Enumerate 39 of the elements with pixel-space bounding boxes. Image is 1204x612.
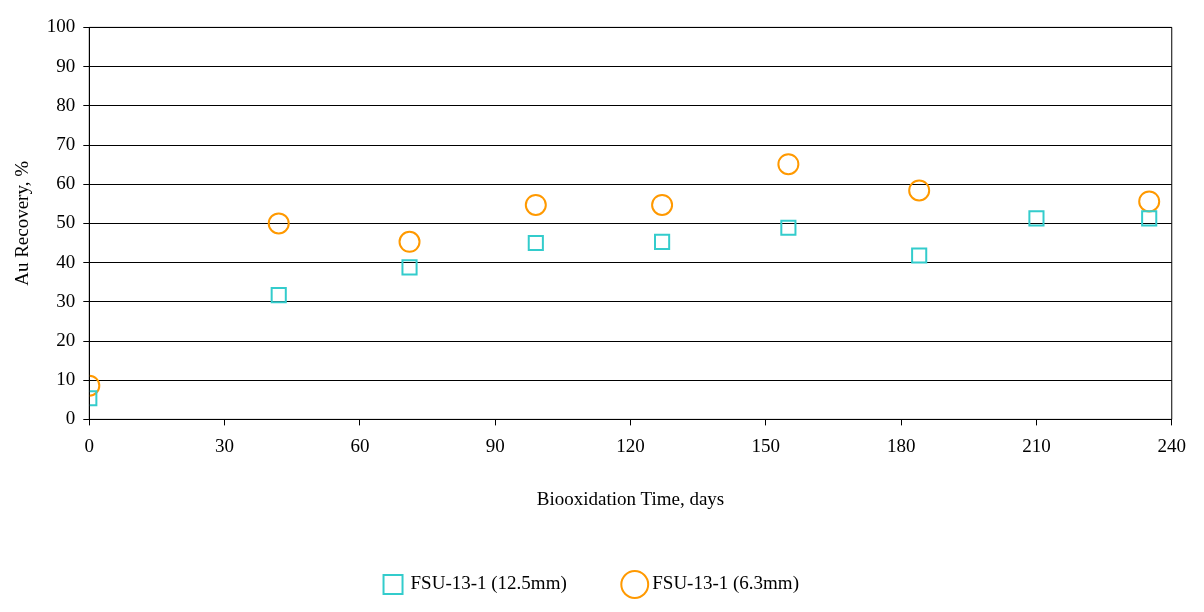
y-tick-label: 20 (56, 328, 76, 350)
y-tick-label: 90 (56, 54, 76, 76)
y-tick-label: 30 (56, 289, 76, 311)
point (908, 179, 931, 202)
point (270, 287, 287, 304)
y-tick-label: 60 (56, 172, 76, 194)
point (1141, 210, 1158, 227)
x-tick-label: 120 (616, 434, 645, 456)
point (654, 233, 671, 250)
x-tick-label: 0 (84, 434, 95, 456)
x-tick-label: 90 (485, 434, 505, 456)
legend-label: FSU-13-1 (6.3mm) (652, 572, 799, 595)
point (651, 193, 674, 216)
y-axis-title: Au Recovery, % (11, 160, 33, 286)
x-axis-title: Biooxidation Time, days (536, 487, 725, 509)
point (267, 212, 290, 235)
x-tick-label: 180 (886, 434, 916, 456)
x-tick-label: 150 (751, 434, 781, 456)
point (911, 247, 928, 264)
legend-label: FSU-13-1 (12.5mm) (410, 572, 567, 595)
y-tick-label: 80 (56, 93, 76, 115)
point (780, 219, 797, 236)
y-tick-label: 40 (56, 250, 76, 272)
point (398, 230, 421, 253)
y-tick-label: 0 (65, 407, 76, 429)
point (524, 193, 547, 216)
y-tick-label: 70 (56, 132, 76, 154)
point (777, 153, 800, 176)
x-tick-label: 240 (1157, 434, 1186, 456)
point (527, 234, 544, 252)
x-tick-label: 210 (1022, 434, 1051, 456)
point (1028, 210, 1045, 227)
y-tick-label: 50 (56, 211, 76, 233)
x-tick-label: 30 (215, 434, 235, 456)
point (401, 259, 418, 276)
point (1138, 190, 1161, 213)
x-tick-label: 60 (350, 434, 370, 456)
y-tick-label: 100 (46, 15, 76, 37)
y-tick-label: 10 (56, 368, 76, 390)
